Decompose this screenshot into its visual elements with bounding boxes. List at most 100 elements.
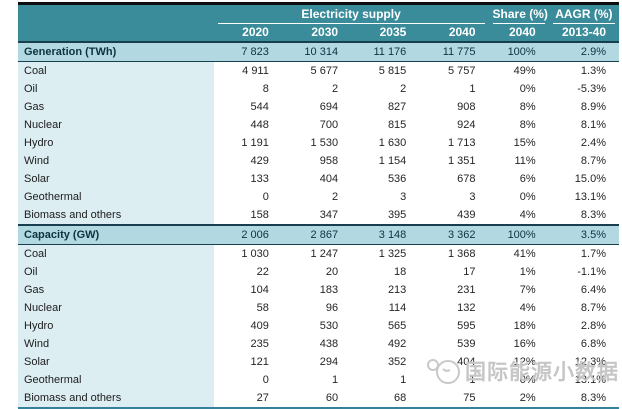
cell-value: 104 xyxy=(213,280,282,299)
column-header-2020: 2020 xyxy=(213,23,282,42)
cell-value: 6.8% xyxy=(548,334,619,353)
cell-value: 1 191 xyxy=(213,133,282,152)
cell-value: 13.1% xyxy=(548,187,619,206)
table-row: Biomass and others 158 347 395 439 4% 8.3% xyxy=(18,205,619,225)
cell-value: 1 xyxy=(351,370,420,389)
cell-value: 12% xyxy=(488,352,549,371)
row-label: Wind xyxy=(18,151,214,170)
cell-value: 439 xyxy=(419,205,489,225)
cell-value: 133 xyxy=(213,169,282,188)
cell-value: 1 xyxy=(419,370,489,389)
row-label: Coal xyxy=(18,244,214,263)
header-empty-cell xyxy=(18,23,214,42)
cell-value: 4% xyxy=(488,298,549,317)
cell-value: 536 xyxy=(351,169,420,188)
cell-value: 132 xyxy=(419,298,489,317)
table-row: Coal 1 030 1 247 1 325 1 368 41% 1.7% xyxy=(18,244,619,263)
row-label: Gas xyxy=(18,97,214,116)
cell-value: 404 xyxy=(281,169,352,188)
cell-value: 6% xyxy=(488,169,549,188)
cell-value: 678 xyxy=(419,169,489,188)
cell-value: 11 176 xyxy=(351,40,420,62)
header-group-electricity-supply: Electricity supply xyxy=(213,3,489,24)
column-header-2030: 2030 xyxy=(281,23,352,42)
table-body: Generation (TWh) 7 823 10 314 11 176 11 775 1… xyxy=(18,40,619,408)
cell-value: 4% xyxy=(488,205,549,225)
row-label: Geothermal xyxy=(18,370,214,389)
cell-value: 100% xyxy=(488,40,549,62)
column-header-share-2040: 2040 xyxy=(488,23,549,42)
cell-value: 18% xyxy=(488,316,549,335)
group-label-aagr: AAGR (%) xyxy=(552,7,615,24)
cell-value: 3.5% xyxy=(548,223,619,245)
cell-value: 815 xyxy=(351,115,420,134)
cell-value: 0% xyxy=(488,370,549,389)
header-group-share: Share (%) xyxy=(488,3,549,24)
row-label: Solar xyxy=(18,169,214,188)
cell-value: 4 911 xyxy=(213,61,282,80)
row-label: Geothermal xyxy=(18,187,214,206)
cell-value: 1.7% xyxy=(548,244,619,263)
cell-value: 8.1% xyxy=(548,115,619,134)
cell-value: 7% xyxy=(488,280,549,299)
cell-value: 183 xyxy=(281,280,352,299)
cell-value: 1 030 xyxy=(213,244,282,263)
table-row: Hydro 409 530 565 595 18% 2.8% xyxy=(18,316,619,335)
row-label: Hydro xyxy=(18,316,214,335)
cell-value: 0% xyxy=(488,79,549,98)
cell-value: 595 xyxy=(419,316,489,335)
cell-value: 2 006 xyxy=(213,223,282,245)
cell-value: 2.4% xyxy=(548,133,619,152)
cell-value: 2.9% xyxy=(548,40,619,62)
cell-value: 15.0% xyxy=(548,169,619,188)
cell-value: 1 368 xyxy=(419,244,489,263)
cell-value: 1 630 xyxy=(351,133,420,152)
table-row: Hydro 1 191 1 530 1 630 1 713 15% 2.4% xyxy=(18,133,619,152)
header-group-aagr: AAGR (%) xyxy=(548,3,619,24)
cell-value: 1 xyxy=(419,79,489,98)
row-label: Gas xyxy=(18,280,214,299)
table-row: Gas 104 183 213 231 7% 6.4% xyxy=(18,280,619,299)
table-row: Solar 121 294 352 404 12% 12.3% xyxy=(18,352,619,371)
section-row: Capacity (GW) 2 006 2 867 3 148 3 362 100% 3.5… xyxy=(18,223,619,245)
cell-value: 1 351 xyxy=(419,151,489,170)
table-row: Geothermal 0 2 3 3 0% 13.1% xyxy=(18,187,619,206)
cell-value: 17 xyxy=(419,262,489,281)
row-label: Oil xyxy=(18,262,214,281)
row-label: Biomass and others xyxy=(18,388,214,408)
cell-value: 22 xyxy=(213,262,282,281)
cell-value: 2% xyxy=(488,388,549,408)
cell-value: 8% xyxy=(488,115,549,134)
cell-value: 0 xyxy=(213,370,282,389)
row-label: Oil xyxy=(18,79,214,98)
cell-value: 5 757 xyxy=(419,61,489,80)
table-row: Wind 429 958 1 154 1 351 11% 8.7% xyxy=(18,151,619,170)
cell-value: 2.8% xyxy=(548,316,619,335)
cell-value: 924 xyxy=(419,115,489,134)
cell-value: 231 xyxy=(419,280,489,299)
table-row: Gas 544 694 827 908 8% 8.9% xyxy=(18,97,619,116)
cell-value: 58 xyxy=(213,298,282,317)
cell-value: 5 815 xyxy=(351,61,420,80)
cell-value: 544 xyxy=(213,97,282,116)
cell-value: 235 xyxy=(213,334,282,353)
row-label: Capacity (GW) xyxy=(18,223,214,245)
table-row: Biomass and others 27 60 68 75 2% 8.3% xyxy=(18,388,619,408)
cell-value: 409 xyxy=(213,316,282,335)
table-row: Solar 133 404 536 678 6% 15.0% xyxy=(18,169,619,188)
cell-value: 18 xyxy=(351,262,420,281)
cell-value: 16% xyxy=(488,334,549,353)
cell-value: 294 xyxy=(281,352,352,371)
table-row: Geothermal 0 1 1 1 0% 13.1% xyxy=(18,370,619,389)
cell-value: 565 xyxy=(351,316,420,335)
cell-value: 11% xyxy=(488,151,549,170)
cell-value: 352 xyxy=(351,352,420,371)
cell-value: 11 775 xyxy=(419,40,489,62)
cell-value: 8% xyxy=(488,97,549,116)
group-label-electricity-supply: Electricity supply xyxy=(217,7,485,24)
cell-value: 8.7% xyxy=(548,151,619,170)
cell-value: 827 xyxy=(351,97,420,116)
table-row: Coal 4 911 5 677 5 815 5 757 49% 1.3% xyxy=(18,61,619,80)
header-group-row: Electricity supply Share (%) AAGR (%) xyxy=(18,3,619,24)
cell-value: 1% xyxy=(488,262,549,281)
